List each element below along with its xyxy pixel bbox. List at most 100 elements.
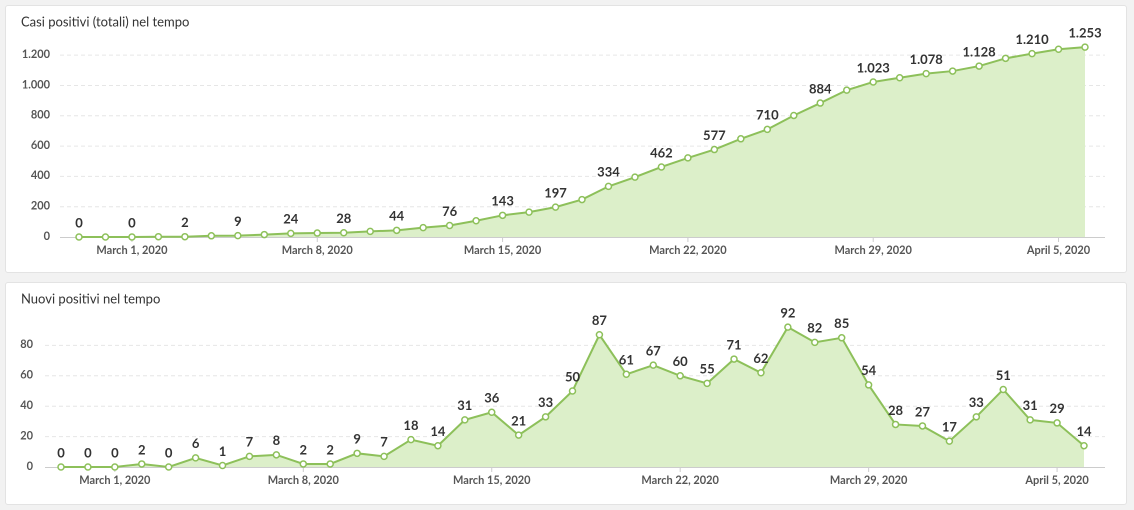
y-tick-label: 0 [44,230,51,243]
point [326,460,334,468]
point [631,173,639,181]
data-label: 197 [544,184,567,200]
data-label: 8 [273,432,281,448]
point [622,370,631,379]
point [419,223,427,232]
data-label: 14 [1076,423,1092,439]
data-label: 0 [111,444,119,460]
data-label: 27 [915,403,931,419]
data-label: 0 [165,444,173,460]
data-label: 7 [380,434,388,450]
point [313,229,322,237]
data-label: 55 [700,361,715,377]
point [568,387,577,395]
point [999,385,1007,394]
y-tick-label: 20 [20,429,33,442]
point [445,221,454,230]
data-label: 0 [57,444,65,460]
x-tick-label: March 29, 2020 [830,474,908,487]
y-tick-label: 40 [20,399,33,412]
point [181,232,189,241]
point [1001,54,1010,63]
point [657,163,666,171]
y-tick-label: 1.000 [22,78,51,91]
point [1080,441,1088,450]
data-label: 29 [1050,400,1065,416]
point [541,413,550,421]
data-label: 21 [511,412,526,428]
data-label: 76 [442,203,458,219]
point [922,69,930,78]
point [434,441,442,450]
y-tick-label: 0 [27,460,34,473]
point [407,435,415,444]
point [891,420,900,429]
point [101,233,110,241]
point [366,227,374,236]
point [737,135,745,143]
data-label: 50 [565,368,581,384]
data-label: 14 [430,423,446,439]
data-label: 884 [809,80,832,96]
data-label: 31 [457,397,472,413]
data-label: 44 [389,208,405,224]
point [57,463,65,471]
data-label: 0 [128,214,136,230]
point [551,203,560,211]
data-label: 2 [326,441,334,457]
point [75,233,83,241]
data-label: 577 [703,127,726,143]
point [703,379,711,388]
x-tick-label: April 5, 2020 [1024,474,1089,487]
point [869,78,877,86]
data-label: 1.253 [1068,24,1101,40]
point [111,463,119,471]
data-label: 9 [234,213,242,229]
point [972,413,981,421]
data-label: 92 [780,304,795,320]
point [595,331,604,339]
data-label: 85 [834,315,849,331]
x-tick-label: March 1, 2020 [79,474,151,487]
point [1054,45,1063,53]
data-label: 462 [650,144,673,160]
point [763,125,772,134]
data-label: 36 [484,390,500,406]
point [948,67,957,75]
x-tick-label: March 22, 2020 [649,244,727,257]
x-tick-label: March 15, 2020 [464,244,542,257]
point [84,463,92,471]
point [864,381,873,389]
point [730,355,738,363]
point [710,145,719,154]
data-label: 6 [192,435,200,451]
data-label: 62 [753,350,768,366]
point [842,86,851,94]
point [784,323,792,331]
data-label: 28 [336,210,352,226]
data-label: 61 [619,352,634,368]
data-label: 710 [756,107,779,123]
point [604,182,613,191]
data-label: 28 [888,402,904,418]
point [945,437,954,445]
point [1081,43,1089,51]
y-tick-label: 1.200 [22,48,51,61]
data-label: 17 [942,418,958,434]
area [61,327,1084,467]
point [816,99,825,107]
data-label: 87 [592,312,608,328]
x-tick-label: March 8, 2020 [268,474,340,487]
data-label: 2 [138,441,146,457]
data-label: 33 [969,394,984,410]
data-label: 1.128 [962,43,996,59]
data-label: 1.078 [910,51,944,67]
chart-title: Nuovi positivi nel tempo [21,290,160,306]
point [895,73,904,82]
data-label: 71 [726,336,741,352]
x-tick-label: March 8, 2020 [282,244,354,257]
y-tick-label: 400 [31,169,51,182]
point [154,232,163,241]
